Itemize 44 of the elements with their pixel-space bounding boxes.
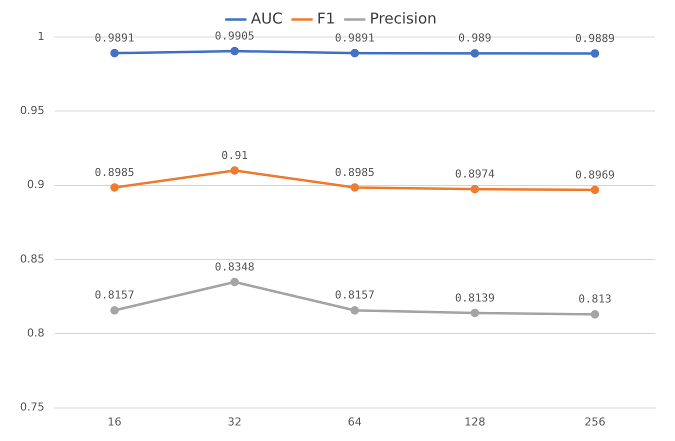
data-label: 0.8157 [334, 288, 375, 302]
data-label: 0.9889 [575, 32, 615, 45]
point [590, 186, 600, 194]
point [350, 183, 359, 192]
legend-label: Precision [370, 9, 437, 28]
data-label: 0.9891 [94, 32, 134, 45]
data-label: 0.8157 [94, 288, 134, 302]
data-label: 0.8348 [214, 260, 255, 274]
y-tick-label: 0.9 [26, 178, 44, 192]
x-tick-label: 128 [464, 415, 486, 428]
legend-label: AUC [250, 9, 283, 28]
data-label: 0.8985 [334, 166, 375, 179]
y-tick-label: 0.85 [20, 252, 44, 266]
data-label: 0.813 [578, 292, 612, 306]
data-label: 0.989 [458, 32, 492, 45]
data-label: 0.8969 [575, 168, 615, 182]
y-tick-label: 0.95 [20, 104, 44, 118]
x-tick-label: 16 [108, 415, 122, 428]
x-tick-label: 64 [348, 415, 362, 428]
point [470, 184, 480, 194]
point [110, 183, 119, 192]
point [230, 278, 239, 286]
data-label: 0.9891 [334, 32, 375, 45]
data-label: 0.8974 [454, 168, 496, 181]
point [230, 46, 239, 56]
point [470, 49, 480, 58]
data-label: 0.8985 [94, 166, 134, 179]
point [350, 306, 359, 315]
y-tick-label: 0.8 [26, 326, 44, 340]
y-tick-label: 0.75 [20, 400, 44, 414]
legend-label: F1 [317, 9, 336, 28]
data-label: 0.9905 [214, 29, 255, 42]
point [350, 48, 359, 58]
x-tick-label: 32 [228, 415, 242, 428]
point [590, 310, 600, 319]
point [110, 48, 119, 58]
point [110, 306, 119, 315]
data-label: 0.8139 [454, 291, 495, 304]
point [590, 49, 600, 58]
data-label: 0.91 [221, 148, 248, 162]
point [470, 308, 480, 318]
x-tick-label: 256 [584, 415, 606, 428]
y-tick-label: 1 [37, 30, 44, 43]
point [230, 166, 239, 175]
